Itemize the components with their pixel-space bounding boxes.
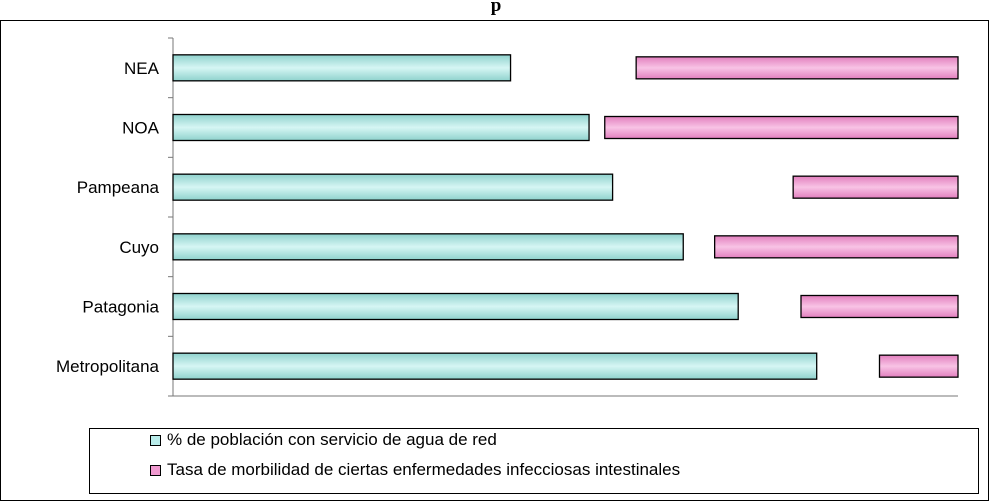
category-label-0: NEA (124, 59, 160, 78)
bar-morbilidad-3 (714, 235, 959, 259)
legend-label-morbilidad: Tasa de morbilidad de ciertas enfermedad… (167, 460, 681, 479)
chart-plot: NEA NOA Pampeana Cuyo Patagonia Metropolitana (56, 37, 959, 397)
legend-label-agua: % de población con servicio de agua de r… (167, 430, 497, 449)
legend-swatch-agua (150, 435, 161, 446)
bar-agua-4 (172, 292, 739, 321)
category-label-2: Pampeana (77, 178, 160, 197)
bar-agua-1 (172, 113, 590, 142)
chart-frame (0, 20, 989, 501)
bar-morbilidad-2 (792, 175, 959, 199)
chart-title: p (490, 0, 502, 16)
bar-agua-5 (172, 352, 818, 380)
category-label-5: Metropolitana (56, 357, 160, 376)
legend: % de población con servicio de agua de r… (89, 428, 979, 494)
category-label-4: Patagonia (82, 298, 159, 317)
bar-morbilidad-4 (800, 294, 959, 319)
legend-item-morbilidad: Tasa de morbilidad de ciertas enfermedad… (150, 459, 680, 481)
bar-agua-2 (172, 173, 614, 201)
category-label-3: Cuyo (119, 238, 159, 257)
legend-item-agua: % de población con servicio de agua de r… (150, 429, 497, 451)
legend-swatch-morbilidad (150, 465, 161, 476)
bar-agua-0 (172, 54, 512, 82)
bar-morbilidad-0 (635, 56, 959, 80)
bar-morbilidad-1 (604, 115, 959, 140)
bar-morbilidad-5 (878, 354, 959, 378)
bar-agua-3 (172, 233, 684, 261)
category-label-1: NOA (122, 119, 160, 138)
